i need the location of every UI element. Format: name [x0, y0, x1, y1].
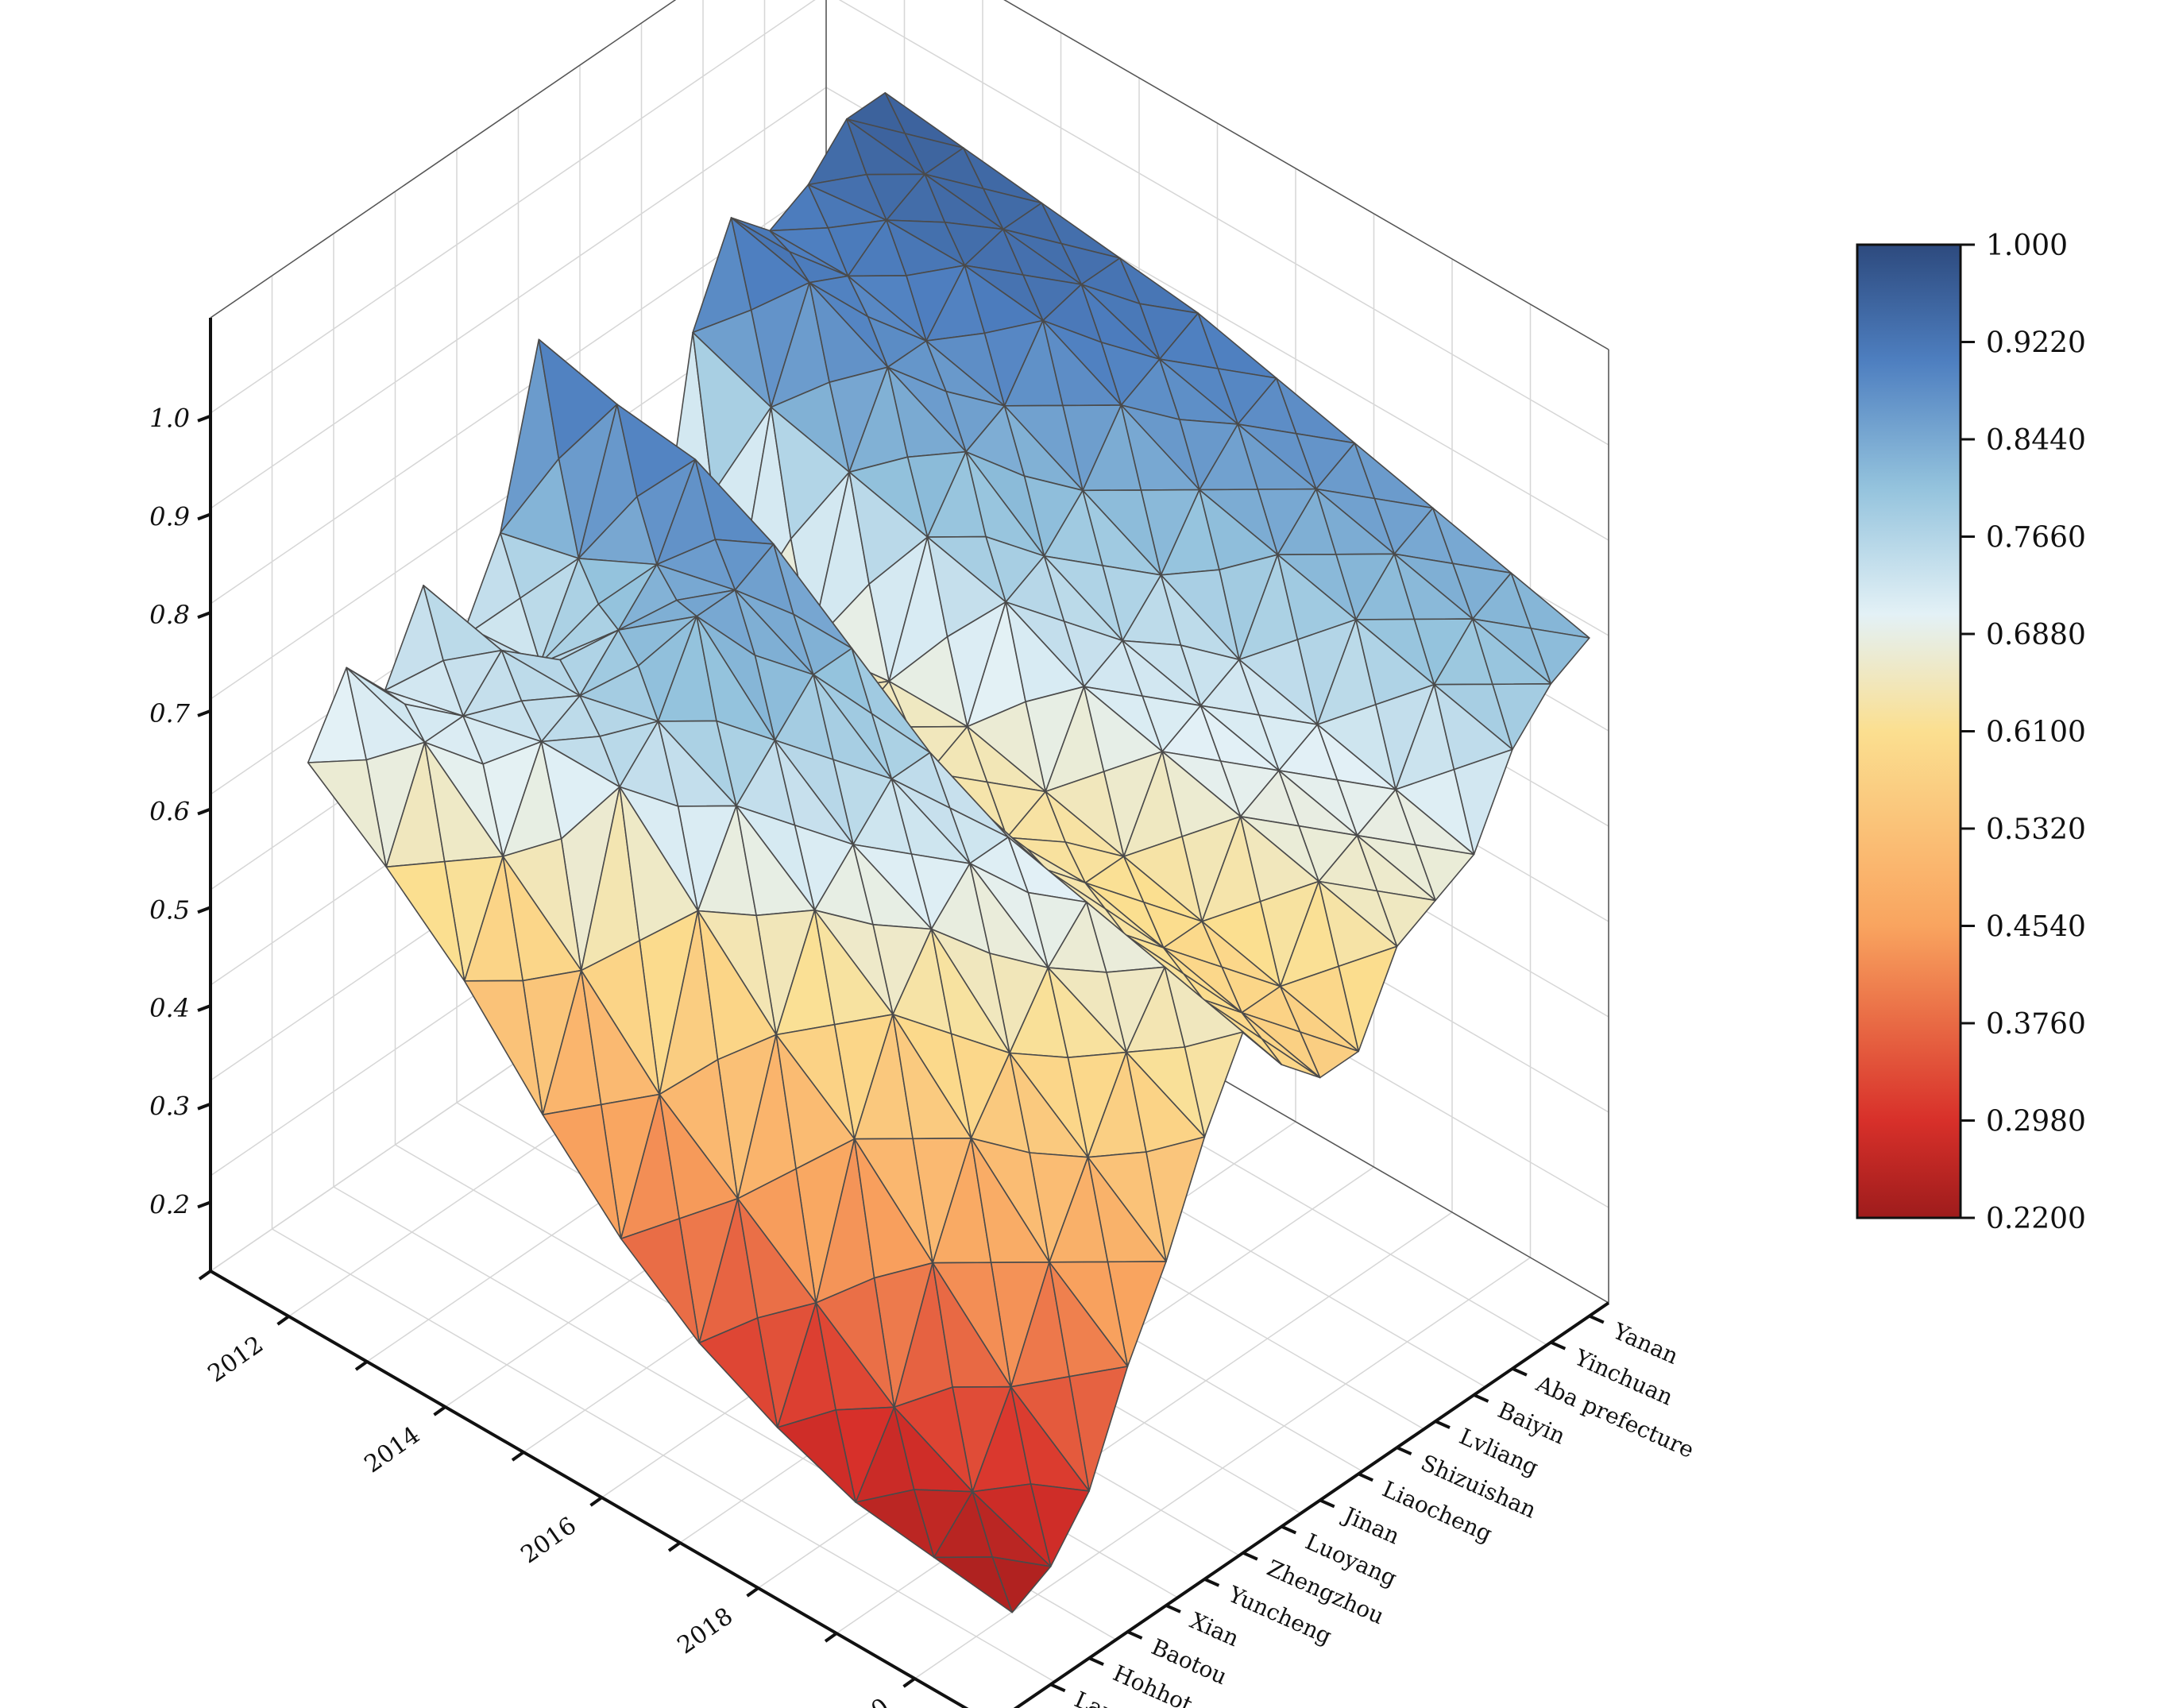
box-edge: [1003, 0, 1609, 350]
x-tick: [667, 1541, 682, 1552]
colorbar-tick-label: 0.5320: [1986, 813, 2086, 846]
x-tick: [746, 1586, 759, 1598]
surface-facet: [933, 1556, 1013, 1613]
y-tick: [1512, 1366, 1528, 1377]
colorbar-gradient: [1856, 243, 1962, 1219]
surface-facet: [385, 860, 466, 982]
surface-facet: [698, 1317, 778, 1428]
z-tick: [197, 807, 211, 816]
x-tick: [198, 1269, 212, 1281]
y-tick: [1165, 1604, 1181, 1613]
grid-line: [210, 0, 1609, 446]
colorbar-tick-label: 0.2980: [1986, 1106, 2086, 1138]
z-tick: [197, 906, 211, 914]
colorbar-tick-label: 0.4540: [1986, 911, 2086, 944]
colorbar-tick-label: 0.9220: [1986, 327, 2086, 360]
y-tick-label: Jinan: [1338, 1501, 1404, 1549]
x-tick-label: 2020: [829, 1693, 894, 1708]
surface-facet: [776, 1409, 856, 1503]
z-tick: [197, 414, 211, 423]
y-tick: [1203, 1577, 1220, 1587]
surface-facet: [855, 1489, 935, 1559]
x-tick-label: 2018: [672, 1602, 738, 1660]
grid-line: [836, 1211, 1453, 1634]
x-tick: [511, 1451, 525, 1462]
colorbar-tick-label: 0.6880: [1986, 619, 2086, 651]
x-tick-label: 2016: [516, 1512, 581, 1569]
surface-mesh: [307, 92, 1590, 1613]
z-tick-label: 0.6: [149, 797, 190, 827]
y-tick: [1550, 1340, 1567, 1351]
z-tick: [197, 1102, 211, 1111]
y-tick: [1088, 1656, 1104, 1667]
x-tick: [589, 1496, 603, 1507]
box-edge: [210, 0, 677, 319]
z-tick-label: 0.3: [149, 1092, 190, 1122]
x-tick: [902, 1677, 916, 1688]
surface-facet: [307, 759, 388, 868]
colorbar-tick-label: 0.8440: [1986, 424, 2086, 457]
y-tick: [1435, 1420, 1451, 1429]
surface-facet: [463, 980, 544, 1115]
y-tick: [1358, 1472, 1373, 1482]
z-tick: [197, 709, 211, 717]
y-tick: [1242, 1551, 1258, 1561]
z-tick-label: 0.9: [149, 501, 190, 531]
z-tick: [197, 1004, 211, 1012]
y-tick: [1126, 1630, 1143, 1640]
surface-facet: [620, 1218, 701, 1344]
colorbar: 0.2200 0.2980 0.3760 0.4540 0.5320 0.6100 0.68…: [1856, 230, 2086, 1235]
colorbar-tick-label: 0.2200: [1986, 1203, 2086, 1235]
x-tick: [433, 1405, 446, 1416]
z-tick-label: 0.5: [149, 895, 190, 925]
x-tick: [354, 1360, 369, 1371]
y-tick-label: Xian: [1186, 1607, 1243, 1652]
y-tick: [1319, 1498, 1335, 1509]
grid-line: [914, 1257, 1531, 1679]
colorbar-tick-label: 0.6100: [1986, 717, 2086, 749]
y-tick: [1588, 1314, 1605, 1324]
colorbar-tick-label: 0.7660: [1986, 522, 2086, 555]
colorbar-tick-label: 0.3760: [1986, 1008, 2086, 1041]
z-tick-label: 0.7: [149, 698, 191, 728]
y-tick: [1396, 1446, 1412, 1456]
z-tick: [197, 1200, 211, 1209]
surface-facet: [542, 1103, 622, 1239]
x-tick: [276, 1315, 290, 1326]
z-tick: [197, 512, 211, 521]
x-tick-label: 2014: [359, 1421, 425, 1478]
x-tick: [824, 1632, 838, 1643]
y-tick: [1473, 1393, 1489, 1403]
y-tick: [1049, 1683, 1066, 1693]
y-tick: [1281, 1524, 1297, 1535]
z-tick-label: 0.8: [149, 600, 190, 630]
z-tick-label: 0.4: [149, 993, 190, 1023]
z-tick: [197, 611, 211, 620]
z-tick-label: 1.0: [149, 404, 190, 434]
x-tick-label: 2012: [203, 1331, 268, 1388]
z-tick-label: 0.2: [149, 1189, 190, 1219]
y-axis-line: [1013, 1301, 1610, 1708]
colorbar-tick-label: 1.000: [1986, 230, 2068, 262]
